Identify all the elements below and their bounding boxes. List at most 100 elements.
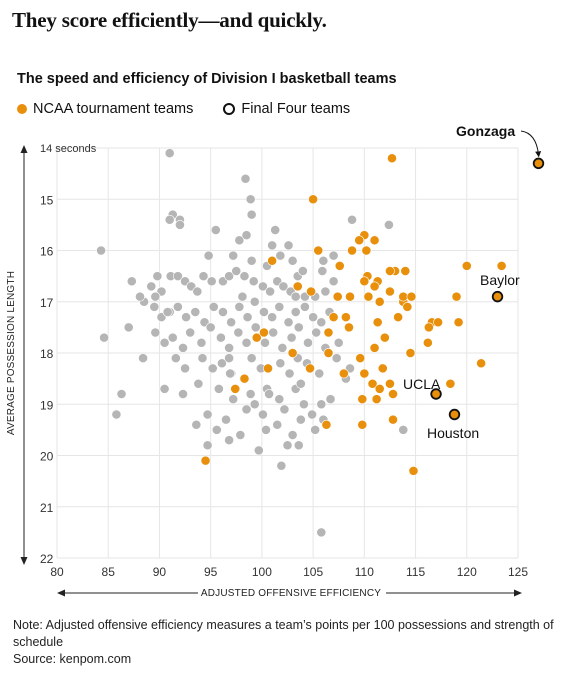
other-team-point [325,394,336,405]
other-team-point [126,276,137,287]
tournament-team-point [347,245,357,256]
tournament-team-point [230,383,241,394]
other-team-point [258,281,268,292]
final-four-point-gonzaga [532,157,545,170]
tournament-team-point [385,286,395,297]
other-team-point [226,317,237,328]
other-team-point [150,291,161,302]
other-team-point [159,337,170,348]
y-tick-label: 14 seconds [40,143,97,155]
other-team-point [384,219,394,230]
other-team-point [135,291,145,302]
other-team-point [218,307,228,317]
other-team-point [225,368,236,379]
other-team-point [228,394,239,405]
other-team-point [258,409,268,420]
tournament-team-point [259,327,269,338]
other-team-point [331,353,342,364]
tournament-team-point [305,363,315,374]
other-team-point [267,312,278,323]
other-team-point [208,301,219,312]
final-four-series [430,157,545,421]
other-team-point [311,327,322,338]
other-team-point [175,219,185,230]
other-team-point [152,271,163,282]
other-team-point [150,327,161,338]
other-team-point [279,404,290,415]
x-tick-label: 85 [102,565,116,579]
other-team-point [333,337,344,348]
tournament-teams-series [200,153,507,476]
chart-subtitle: The speed and efficiency of Division I b… [17,71,397,87]
other-team-point [164,148,175,159]
other-team-point [234,235,245,246]
annotation-ucla: UCLA [403,376,441,392]
tournament-team-point [308,194,319,205]
other-team-point [303,337,313,348]
other-team-point [206,276,217,287]
x-tick-label: 80 [50,565,64,579]
other-team-point [290,307,301,317]
tournament-team-point [363,291,374,302]
tournament-team-point [332,291,343,302]
chart-annotations: Gonzaga Baylor UCLA Houston [403,123,542,441]
other-team-point [277,342,288,353]
y-tick-label: 15 [40,193,54,207]
other-team-point [162,307,173,317]
tournament-team-point [372,317,383,328]
tournament-team-point [422,337,433,348]
other-team-point [149,301,160,312]
other-team-point [275,358,286,369]
other-team-point [196,337,207,348]
tournament-team-point [328,312,339,323]
headline: They score efficiently—and quickly. [12,8,327,32]
tournament-team-point [371,394,382,405]
tournament-team-point [445,378,456,389]
other-team-point [316,317,327,328]
tournament-team-point [388,389,398,399]
tournament-team-point [334,260,345,271]
other-team-point [197,353,208,364]
other-team-point [293,440,304,451]
other-team-point [278,281,289,292]
other-team-point [298,399,309,410]
other-team-point [275,250,286,261]
tournament-team-point [200,455,211,466]
other-team-point [265,286,275,297]
y-tick-label: 19 [40,398,54,412]
other-team-point [99,332,110,343]
tournament-team-point [387,153,397,164]
other-team-point [224,353,235,364]
other-team-point [249,296,260,307]
tournament-team-point [287,348,298,358]
other-team-point [221,414,231,425]
tournament-team-point [385,266,395,276]
other-team-point [295,414,306,425]
other-team-point [274,301,285,312]
other-team-point [241,337,252,348]
legend-label-tournament: NCAA tournament teams [33,101,194,117]
other-team-point [96,245,106,256]
tournament-team-point [361,245,372,256]
other-team-point [207,363,218,374]
final-four-point-ucla [430,388,442,400]
final-four-point-baylor [491,290,504,303]
other-team-point [318,255,329,266]
other-team-point [248,276,259,287]
tournament-team-point [354,235,365,246]
legend-item-tournament: NCAA tournament teams [17,101,193,117]
other-team-point [241,230,252,241]
other-team-point [320,286,331,297]
y-tick-label: 16 [40,245,54,259]
tournament-team-point [239,373,250,384]
x-tick-label: 100 [252,565,272,579]
tournament-team-point [408,465,419,476]
tournament-team-point [323,348,334,358]
other-team-point [276,460,287,471]
tournament-team-point [379,332,390,343]
other-team-point [316,527,327,538]
other-team-point [250,322,261,333]
final-four-point-houston [448,408,461,421]
other-team-point [172,271,183,282]
other-team-point [191,419,202,430]
